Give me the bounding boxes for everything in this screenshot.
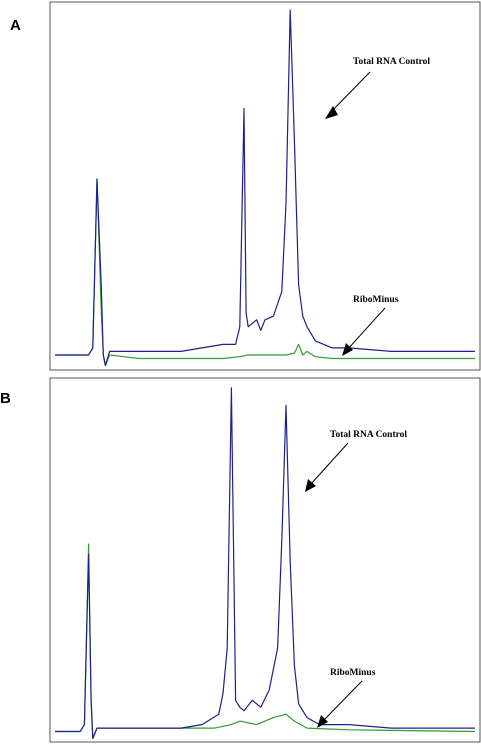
panel-b-total-rna-arrow-line: [309, 442, 349, 486]
panel-a-total-rna-arrowhead: [325, 106, 338, 119]
panel-a-plot: [55, 9, 475, 367]
panel-a-ribominus-label: RiboMinus: [353, 295, 399, 305]
panel-a-ribominus-arrow-line: [346, 307, 386, 351]
panel-a-ribominus-arrowhead: [342, 343, 353, 356]
panel-a-label: A: [10, 17, 21, 34]
panel-a-series-ribominus-trace: [55, 178, 475, 367]
panel-b-ribominus-label: RiboMinus: [330, 668, 376, 678]
panel-b-label: B: [0, 390, 11, 407]
panel-b-series-total-rna-control-trace: [55, 387, 475, 740]
panel-b-plot: [55, 387, 476, 740]
panel-b: B Total RNA Control RiboMinus: [0, 377, 481, 743]
panel-a-frame: [49, 1, 481, 371]
panel-b-ribominus-arrow-line: [321, 680, 363, 723]
panel-b-frame: [49, 377, 481, 743]
panel-b-total-rna-arrowhead: [305, 479, 316, 492]
panel-b-total-rna-label: Total RNA Control: [330, 430, 407, 440]
panel-b-series-ribominus-trace: [55, 543, 476, 740]
panel-a: A Total RNA Control RiboMinus: [10, 1, 481, 371]
panel-a-total-rna-arrow-line: [329, 71, 371, 114]
panel-b-ribominus-arrowhead: [317, 715, 328, 728]
panel-a-series-total-rna-control-trace: [55, 9, 475, 367]
panel-a-total-rna-label: Total RNA Control: [353, 57, 430, 67]
